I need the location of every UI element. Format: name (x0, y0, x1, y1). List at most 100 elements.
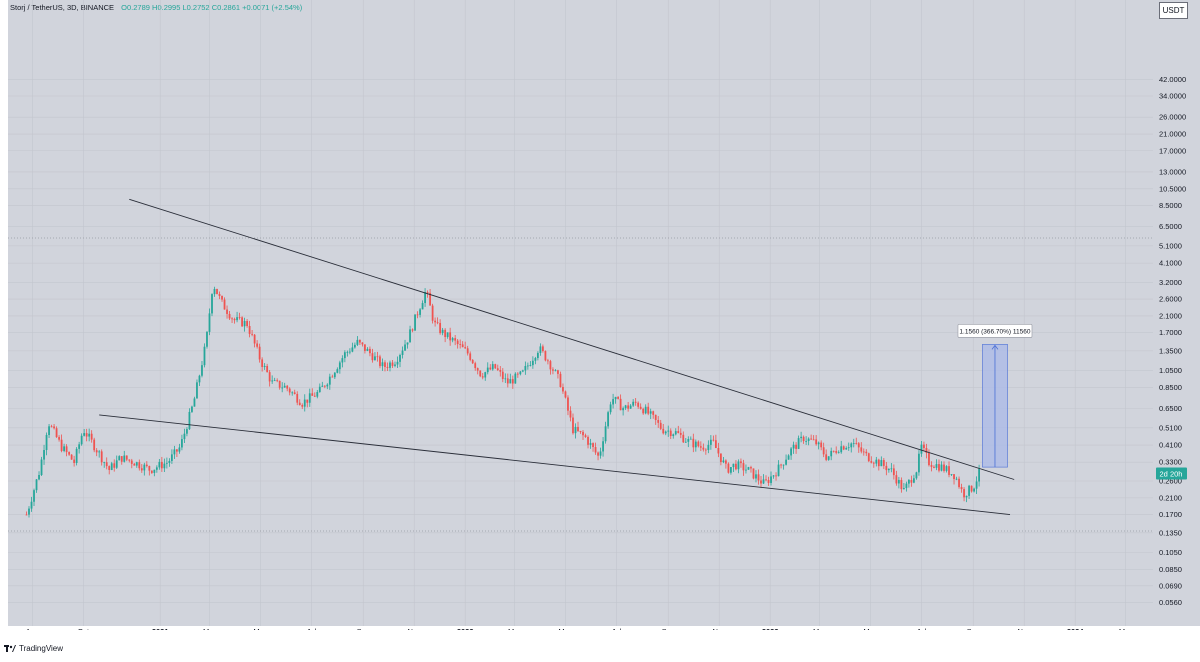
candle-body (133, 463, 136, 466)
candle-body (908, 479, 910, 484)
candle-body (547, 360, 549, 362)
candle-body (509, 379, 512, 384)
candle-body (885, 465, 888, 471)
candle-body (557, 370, 559, 374)
candle-body (975, 481, 978, 489)
candle-body (226, 309, 228, 314)
candle-body (707, 444, 710, 450)
candle-body (170, 454, 173, 461)
candle-body (298, 402, 301, 406)
y-tick-label: 0.4100 (1159, 441, 1182, 450)
candle-body (577, 426, 579, 431)
candle-body (582, 431, 584, 436)
candle-body (825, 454, 828, 460)
candle-body (737, 461, 740, 470)
x-tick-label: May (558, 627, 572, 630)
candle-body (165, 462, 168, 464)
candle-body (376, 356, 379, 358)
candle-body (770, 476, 772, 483)
countdown-badge (1156, 467, 1187, 480)
candle-body (511, 379, 514, 384)
candle-body (516, 373, 519, 375)
price-range-measure[interactable]: 1.1560 (366.70%) 11560 (957, 324, 1033, 468)
candle-body (719, 453, 722, 463)
candle-body (702, 447, 705, 450)
candle-body (221, 296, 223, 300)
candle-body (203, 346, 206, 366)
y-axis-labels: 42.0000 34.0000 26.0000 21.0000 17.0000 13.00… (1159, 75, 1186, 607)
candle-body (374, 356, 376, 361)
candle-body (211, 294, 213, 314)
candle-body (772, 475, 775, 477)
candle-body (196, 382, 198, 399)
candle-body (441, 329, 444, 334)
candle-body (654, 414, 657, 421)
candle-body (599, 451, 602, 456)
candle-body (757, 474, 760, 481)
y-tick-label: 6.5000 (1159, 222, 1182, 231)
y-tick-label: 0.2100 (1159, 493, 1182, 502)
candle-body (381, 362, 384, 367)
candle-body (464, 347, 467, 349)
price-chart[interactable]: 1.1560 (366.70%) 11560 42.0000 34.0000 26.… (0, 0, 1200, 630)
candle-body (331, 376, 334, 378)
candle-body (730, 467, 732, 473)
candle-body (93, 439, 96, 451)
candle-body (657, 420, 660, 423)
candle-body (760, 480, 762, 484)
candle-body (567, 397, 569, 411)
candle-body (409, 329, 411, 343)
candle-body (913, 478, 915, 483)
candle-body (830, 450, 833, 457)
candle-body (251, 333, 254, 335)
countdown-label: 2d 20h (1160, 469, 1183, 478)
candle-body (466, 348, 469, 354)
footer[interactable]: TradingView (4, 644, 63, 653)
candle-body (943, 464, 945, 471)
candle-body (53, 426, 55, 429)
candle-body (243, 320, 246, 327)
candle-body (341, 358, 344, 363)
candle-body (910, 479, 913, 483)
y-tick-label: 0.5100 (1159, 423, 1182, 432)
candle-body (361, 342, 364, 345)
candle-body (747, 467, 750, 470)
candle-body (892, 468, 895, 476)
candle-body (880, 460, 883, 467)
trendlines[interactable] (99, 198, 1015, 516)
candle-body (128, 459, 131, 461)
candle-body (597, 452, 599, 456)
candle-body (424, 292, 426, 304)
candle-body (735, 463, 737, 470)
y-tick-label: 0.0690 (1159, 581, 1182, 590)
symbol-title[interactable]: Storj / TetherUS, 3D, BINANCE (10, 3, 115, 12)
candle-body (592, 443, 594, 448)
candle-body (807, 438, 810, 442)
candle-body (787, 455, 790, 460)
candle-body (399, 354, 401, 362)
candle-body (105, 462, 108, 467)
candle-body (401, 350, 404, 355)
candle-body (602, 441, 604, 452)
candle-body (33, 490, 35, 502)
candle-body (256, 343, 259, 347)
price-axis[interactable] (1153, 0, 1200, 626)
candle-body (426, 292, 429, 293)
currency-button[interactable]: USDT (1159, 2, 1188, 19)
candle-body (75, 448, 78, 463)
candle-body (288, 388, 291, 393)
y-tick-label: 10.5000 (1159, 184, 1186, 193)
x-tick-label: Aug (26, 627, 39, 630)
x-tick-label: Sep (662, 627, 675, 630)
candle-body (564, 391, 567, 398)
candle-body (704, 449, 707, 451)
candle-body (644, 406, 647, 414)
candle-body (647, 406, 650, 414)
candle-body (188, 411, 191, 430)
candle-body (371, 353, 374, 361)
x-tick-label: Nov (1018, 627, 1032, 630)
x-tick-label: Mar (1119, 627, 1132, 630)
plot-area[interactable] (8, 0, 1153, 626)
candle-body (303, 399, 306, 407)
